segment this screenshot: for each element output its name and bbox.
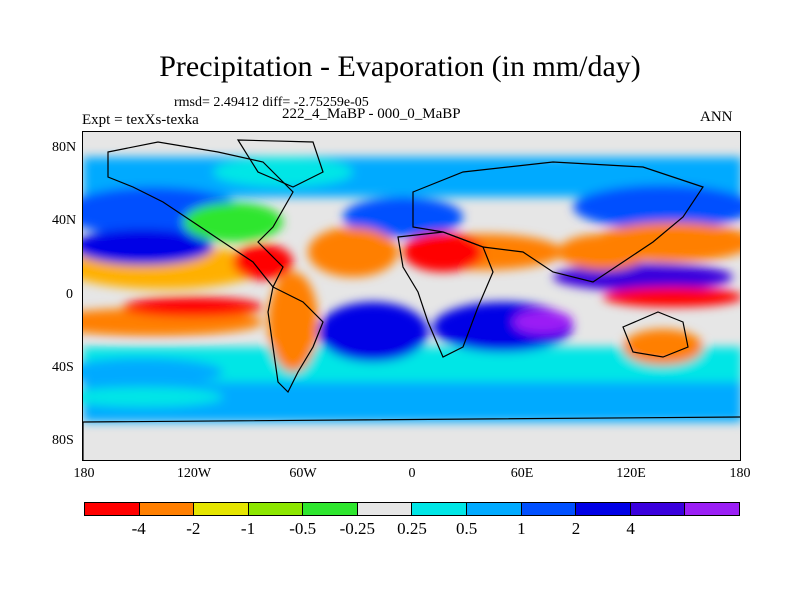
colorbar-label: 4	[626, 519, 635, 538]
colorbar-label: 0.5	[456, 519, 478, 538]
colorbar-label: 2	[571, 519, 581, 538]
colorbar-swatch	[85, 503, 140, 515]
season-label: ANN	[700, 109, 733, 125]
colorbar-swatch	[139, 503, 195, 515]
lon-label-60e: 60E	[510, 466, 534, 481]
lon-label-0: 0	[408, 466, 416, 481]
colorbar-swatch	[521, 503, 577, 515]
lon-label-180w: 180	[73, 466, 95, 481]
colorbar-swatch	[303, 503, 358, 515]
colorbar-swatch	[630, 503, 686, 515]
colorbar-label: -1	[240, 519, 256, 538]
colorbar-label: 1	[517, 519, 526, 538]
field-layers	[83, 157, 740, 422]
colorbar-swatch	[467, 503, 522, 515]
colorbar-label: 0.25	[397, 519, 427, 538]
colorbar-label: -0.5	[289, 519, 317, 538]
lon-label-120w: 120W	[176, 466, 212, 481]
lon-label-180e: 180	[729, 466, 751, 481]
lat-label-40s: 40S	[52, 360, 74, 375]
colorbar-swatch	[194, 503, 249, 515]
comparison-label: 222_4_MaBP - 000_0_MaBP	[282, 106, 461, 122]
stats-label: rmsd= 2.49412 diff= -2.75259e-05	[174, 95, 369, 110]
lon-label-120e: 120E	[616, 466, 646, 481]
colorbar-swatch	[412, 503, 468, 515]
colorbar-label: -0.25	[339, 519, 376, 538]
coastlines	[83, 139, 740, 460]
lat-label-80n: 80N	[52, 140, 77, 155]
lon-label-60w: 60W	[289, 466, 317, 481]
plot-title: Precipitation - Evaporation (in mm/day)	[159, 50, 641, 83]
precip-evap-map	[83, 132, 740, 460]
colorbar	[84, 502, 740, 516]
colorbar-swatch	[248, 503, 304, 515]
colorbar-swatch	[576, 503, 631, 515]
colorbar-label: -4	[131, 519, 146, 538]
lat-label-0: 0	[66, 287, 73, 302]
lat-label-40n: 40N	[52, 213, 77, 228]
colorbar-swatch	[357, 503, 413, 515]
experiment-label: Expt = texXs-texka	[82, 112, 199, 128]
colorbar-swatch	[685, 503, 739, 515]
lat-label-80s: 80S	[52, 433, 74, 448]
map-panel	[82, 131, 741, 461]
colorbar-label: -2	[186, 519, 201, 538]
